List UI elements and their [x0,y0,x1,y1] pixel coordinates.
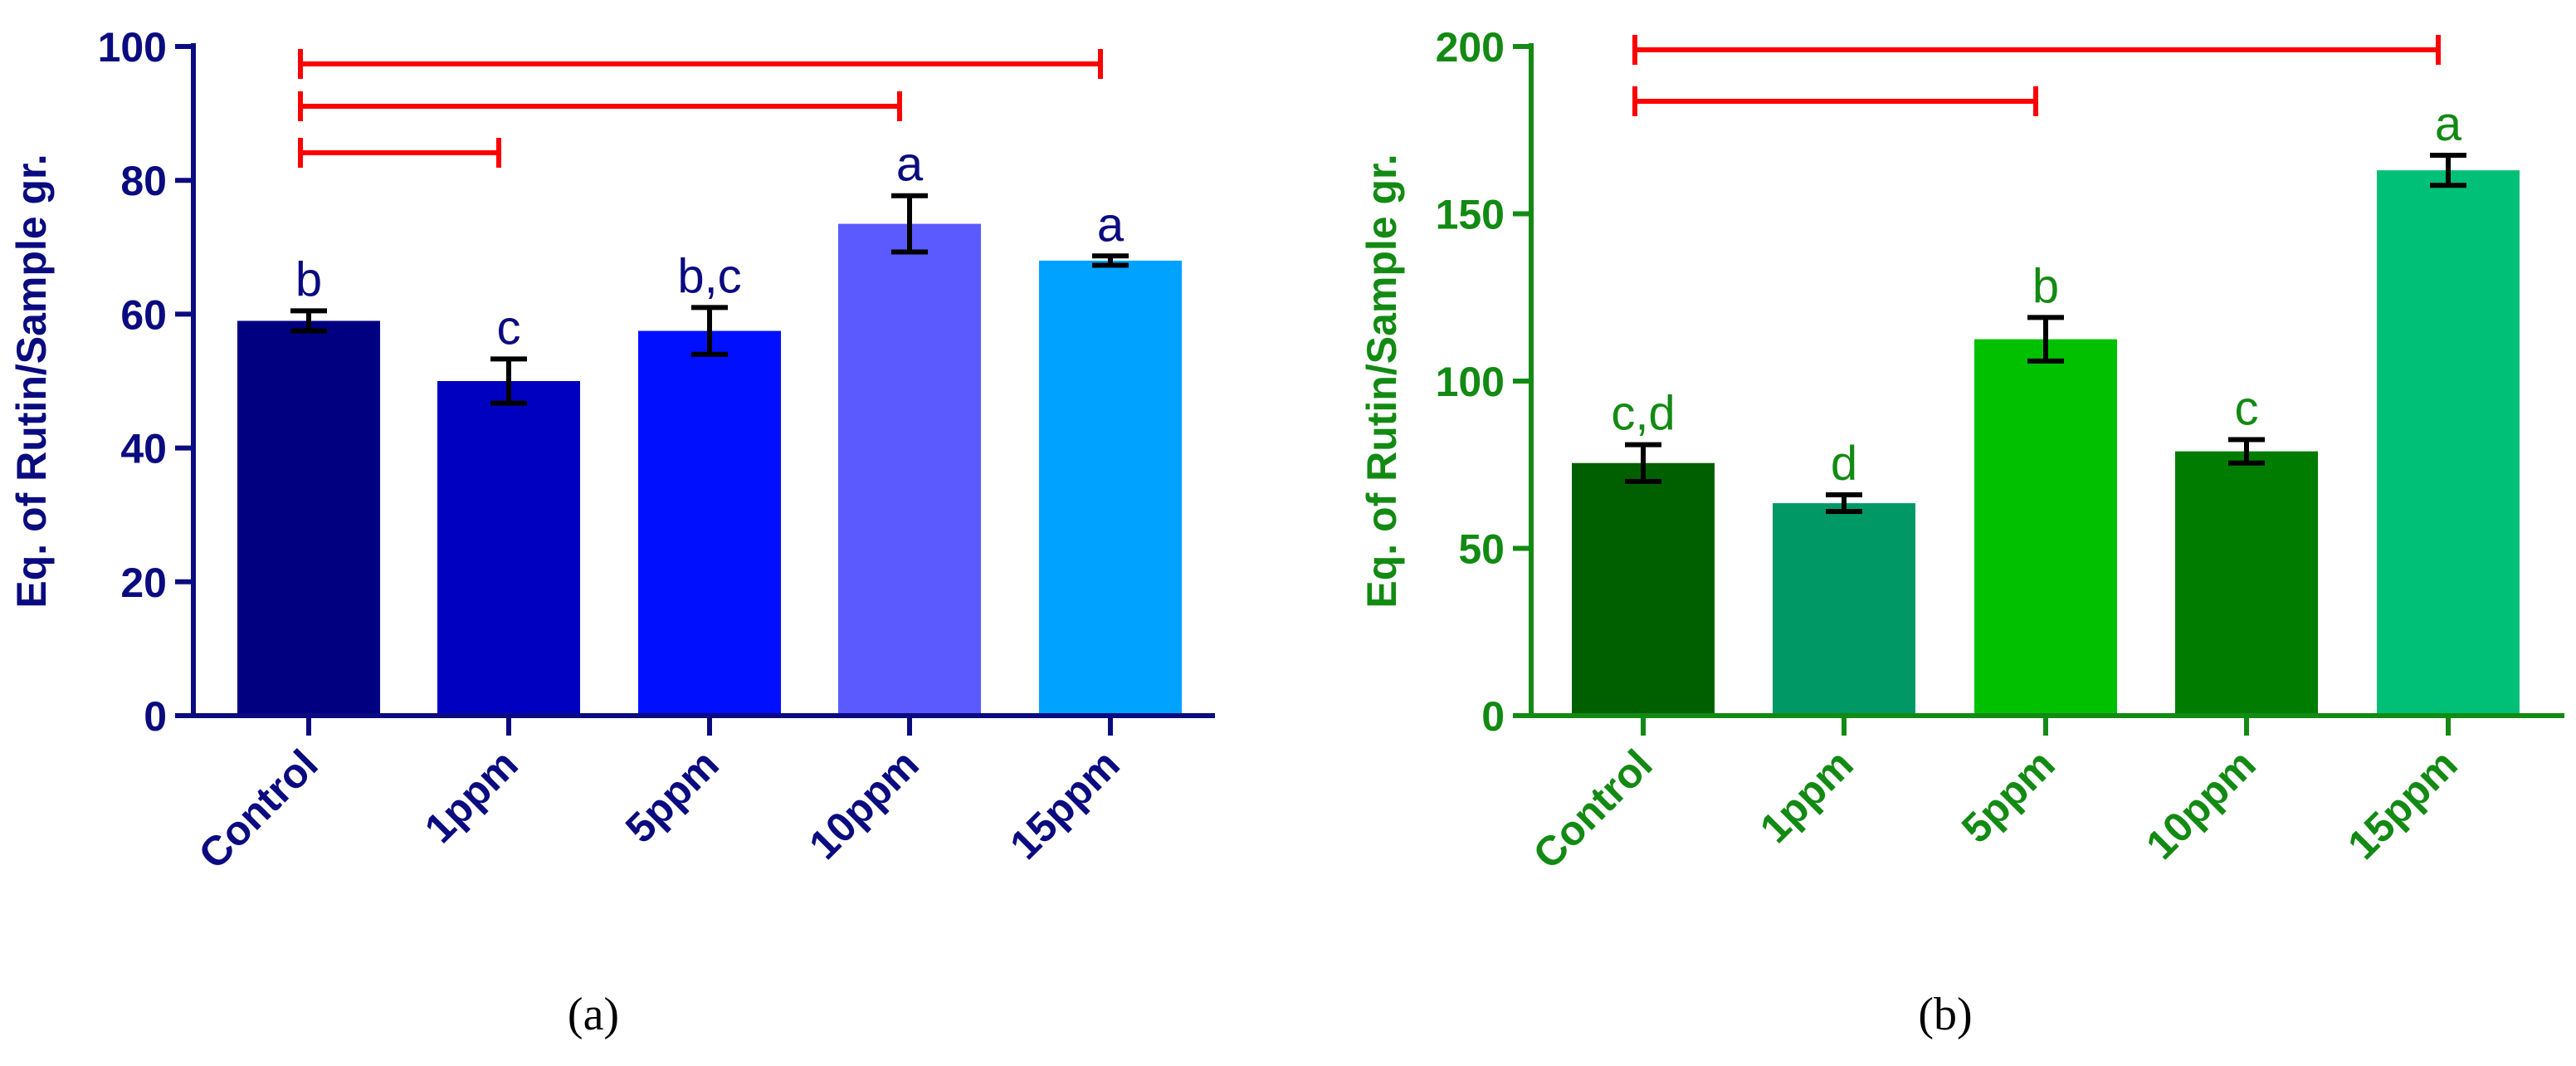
panel-b-error-bar-control [1625,442,1661,484]
panel-b-significance-bracket [1632,35,2441,65]
panel-b-y-axis-label: Eq. of Rutin/Sample gr. [1359,154,1405,608]
panel-a-significance-bracket [298,138,501,168]
panel-a-sig-letter-control: b [295,252,322,306]
panel-a-y-axis-label: Eq. of Rutin/Sample gr. [8,154,55,608]
panel-b-y-tick-label: 0 [1481,693,1505,740]
panel-a-x-category-label: 1ppm [416,741,527,852]
panel-b-x-category-label: 15ppm [2339,741,2466,868]
panel-a-x-category-label: Control [190,741,327,878]
panel-a-bar-10ppm [838,223,981,716]
panel-b-y-tick-label: 100 [1436,359,1505,405]
panel-a-sig-letter-15ppm: a [1097,198,1125,252]
panel-a-bar-1ppm [437,381,580,716]
panel-a-sig-letter-5ppm: b,c [677,249,741,303]
panel-caption-a: (a) [568,989,619,1040]
panel-a-bar-5ppm [638,330,781,716]
panel-a-y-tick-label: 0 [144,693,167,740]
panel-a-x-category-label: 5ppm [617,741,728,852]
panel-b-bar-control [1572,462,1715,716]
panel-a-bar-15ppm [1039,260,1182,716]
panel-b-error-bar-15ppm [2430,152,2466,188]
panel-b-bar-5ppm [1974,339,2117,716]
panel-a-y-tick-label: 80 [120,158,167,204]
panel-b-bar-1ppm [1773,503,1915,716]
panel-b-error-bar-5ppm [2027,315,2064,364]
panel-caption-b: (b) [1918,989,1972,1040]
panel-a-significance-bracket [298,49,1103,79]
panel-b-bar-15ppm [2377,170,2520,716]
panel-b-y-tick-label: 200 [1436,24,1505,71]
panel-b-x-category-label: 5ppm [1953,741,2064,852]
panel-b-x-category-label: 1ppm [1751,741,1862,852]
panel-a-error-bar-1ppm [490,356,527,406]
panel-a-error-bar-15ppm [1092,253,1129,268]
panel-b-error-bar-10ppm [2228,437,2265,466]
panel-a-bar-control [237,320,380,716]
panel-a-significance-bracket [298,91,902,121]
panel-a-y-tick-label: 60 [120,291,167,338]
panel-a-y-tick-label: 40 [120,426,167,472]
panel-b-sig-letter-control: c,d [1611,387,1675,441]
panel-b-error-bar-1ppm [1826,492,1862,515]
panel-a-y-tick-label: 100 [98,24,167,71]
panel-a-y-tick-label: 20 [120,560,167,606]
panel-a-x-category-label: 15ppm [1001,741,1129,868]
panel-b-sig-letter-1ppm: d [1831,437,1857,491]
panel-a-sig-letter-1ppm: c [497,301,521,355]
panel-b-sig-letter-5ppm: b [2032,259,2059,313]
panel-b-significance-bracket [1632,86,2038,116]
panel-a-x-category-label: 10ppm [800,741,928,868]
panel-a-error-bar-5ppm [691,305,728,357]
panel-b-bar-10ppm [2175,451,2318,716]
panel-b-sig-letter-10ppm: c [2235,382,2259,436]
panel-b-y-tick-label: 150 [1436,192,1505,238]
panel-b-sig-letter-15ppm: a [2435,97,2462,151]
panel-b-x-category-label: 10ppm [2137,741,2265,868]
panel-b-x-category-label: Control [1525,741,1661,878]
panel-a-error-bar-10ppm [891,193,928,255]
panel-a-sig-letter-10ppm: a [896,138,924,192]
panel-a-error-bar-control [290,308,327,334]
panel-b-y-tick-label: 50 [1458,526,1505,573]
